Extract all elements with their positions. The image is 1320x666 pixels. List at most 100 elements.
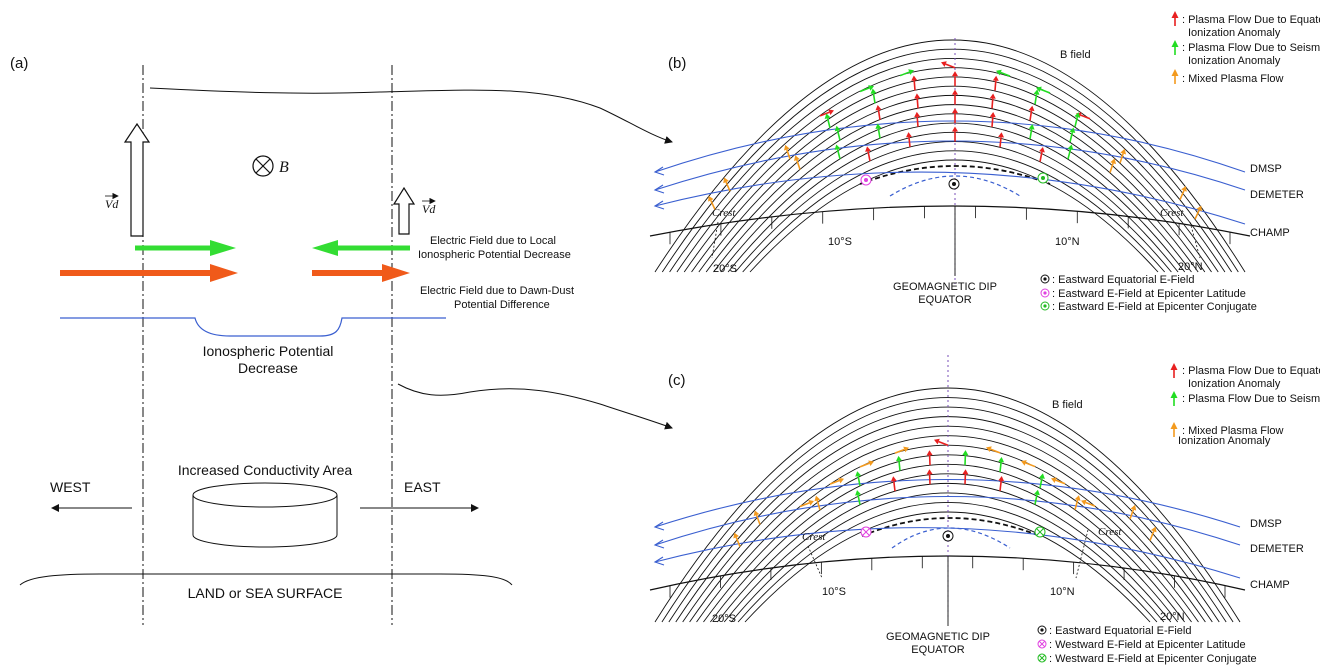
legend-b-item1-line1: : Plasma Flow Due to Equatorial: [1182, 14, 1320, 26]
field-line: [683, 76, 1219, 273]
plasma-flow-arrow: [896, 455, 902, 471]
plasma-flow-arrow: [905, 132, 912, 148]
plasma-flow-arrow: [899, 69, 914, 77]
legend-b-item2-line2: Ionization Anomaly: [1188, 55, 1281, 67]
plasma-flow-arrow: [934, 438, 949, 446]
drift-arrow-small: [392, 186, 416, 235]
plasma-flow-arrow: [794, 155, 801, 170]
plasma-flow-arrow: [875, 123, 882, 139]
field-line: [703, 454, 1192, 623]
plasma-flow-arrow: [926, 469, 933, 485]
orbit-label-champ-b: CHAMP: [1250, 227, 1290, 239]
plasma-flow-arrows-b: [708, 61, 1202, 220]
efield-dawn-text-1: Electric Field due to Dawn-Dust: [420, 285, 574, 297]
legend-c-green-cross-icon: [1037, 653, 1047, 663]
plasma-flow-arrow: [1081, 499, 1096, 507]
iono-text-2: Decrease: [238, 360, 298, 376]
lat-20n-b: 20°N: [1178, 261, 1203, 273]
field-line: [661, 397, 1234, 623]
panel-b-label: (b): [668, 55, 686, 72]
orbit-label-dmsp-b: DMSP: [1250, 163, 1282, 175]
plasma-flow-arrow: [952, 89, 958, 105]
panel-a-label: (a): [10, 55, 28, 72]
legend-green-arrow-icon: [1171, 40, 1179, 55]
lat-20s-b: 20°S: [713, 263, 737, 275]
dip-equator-text-1-c: GEOMAGNETIC DIP: [886, 631, 990, 643]
legend-c-green-arrow-icon: [1170, 391, 1178, 406]
conductivity-cylinder: [192, 482, 338, 548]
legend-b-green-dot-icon: [1040, 301, 1050, 311]
plasma-flow-arrow: [986, 446, 1001, 454]
equatorial-current-arc-blue: [891, 527, 1011, 549]
satellite-orbits-b: [653, 120, 1246, 225]
plasma-flow-arrow: [1149, 526, 1157, 541]
orbit-label-champ-c: CHAMP: [1250, 579, 1290, 591]
ionospheric-potential-line: [60, 317, 446, 337]
lat-10n-b: 10°N: [1055, 236, 1080, 248]
plasma-flow-arrow: [1074, 495, 1081, 510]
plasma-flow-arrow: [865, 146, 871, 162]
legend-c-magenta-cross-icon: [1037, 639, 1047, 649]
field-line: [661, 48, 1239, 273]
bfield-label-b: B field: [1060, 49, 1091, 61]
plasma-flow-arrow: [855, 471, 862, 487]
legend-c-red-arrow-icon: [1170, 363, 1178, 378]
plasma-flow-arrow: [998, 457, 1005, 473]
field-line: [654, 39, 1246, 273]
equatorial-current-arc-blue: [889, 175, 1021, 197]
lat-20n-c: 20°N: [1160, 611, 1185, 623]
plasma-flow-arrow: [708, 195, 716, 210]
b-field-into-page-icon: [252, 155, 274, 177]
plasma-flow-arrow: [992, 75, 999, 91]
plasma-flow-arrow: [998, 476, 1005, 492]
crest-left-b: Crest: [712, 207, 736, 219]
plasma-flow-arrow: [1051, 477, 1066, 485]
satellite-orbit: [654, 120, 1246, 173]
plasma-flow-arrow: [814, 495, 821, 511]
bfield-label-c: B field: [1052, 399, 1083, 411]
efield-dawn-text-2: Potential Difference: [454, 299, 550, 311]
legend-b-item1-line2: Ionization Anomaly: [1188, 27, 1281, 39]
plasma-flow-arrow: [1039, 146, 1045, 162]
plasma-flow-arrow: [1033, 89, 1040, 105]
legend-c-line1b: Ionization Anomaly: [1188, 378, 1281, 390]
plasma-flow-arrow: [998, 132, 1005, 148]
iono-text-1: Ionospheric Potential: [203, 343, 334, 359]
plasma-flow-arrow: [723, 177, 731, 192]
surface-line: [19, 573, 513, 586]
green-efield-arrows: [135, 240, 410, 256]
surface-label: LAND or SEA SURFACE: [188, 585, 343, 601]
plasma-flow-arrow: [962, 450, 969, 466]
legend-c-line1: : Plasma Flow Due to Equatorial: [1182, 365, 1320, 377]
plasma-flow-arrow: [819, 109, 834, 117]
drift-arrow-large: [123, 122, 151, 237]
west-label: WEST: [50, 479, 91, 495]
plasma-flow-arrow: [733, 532, 741, 547]
crest-right-b: Crest: [1160, 207, 1184, 219]
plasma-flow-arrow: [1021, 460, 1036, 468]
plasma-flow-arrow: [952, 126, 958, 142]
plasma-flow-arrow: [962, 469, 969, 485]
plasma-flow-arrow: [1129, 504, 1137, 520]
plasma-flow-arrow: [753, 510, 761, 525]
field-line: [698, 94, 1206, 273]
vd-label-right: Vd: [422, 202, 436, 216]
field-line: [668, 406, 1227, 623]
field-line: [669, 58, 1232, 273]
connector-to-b: [149, 87, 673, 144]
field-line: [749, 159, 1159, 273]
conjugate-efield-marker-b: [1037, 172, 1049, 184]
plasma-flow-arrow: [952, 108, 958, 124]
plasma-flow-arrow: [996, 69, 1011, 77]
legend-c-line2: : Plasma Flow Due to Seismic: [1182, 393, 1320, 405]
plasma-flow-arrow: [911, 75, 918, 91]
legend-b-item2-line1: : Plasma Flow Due to Seismic: [1182, 42, 1320, 54]
field-line: [689, 435, 1206, 623]
field-line: [727, 131, 1179, 273]
crest-left-c: Crest: [802, 531, 826, 543]
plasma-flow-arrow: [1179, 185, 1187, 201]
legend-b-item3-line1: : Mixed Plasma Flow: [1182, 73, 1284, 85]
epicenter-efield-marker-b: [860, 174, 872, 186]
latitude-ticks-c: [669, 556, 1226, 626]
